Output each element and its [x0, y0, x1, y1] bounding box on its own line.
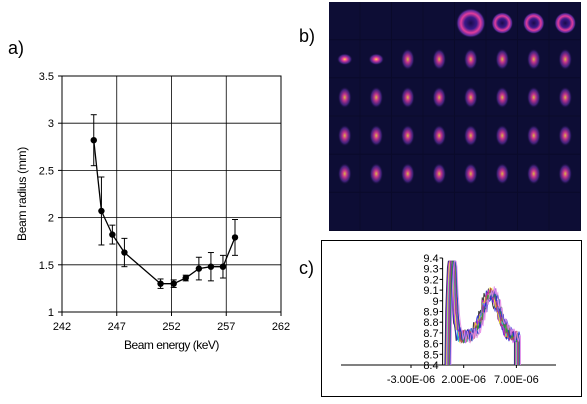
- beam-spot: [432, 124, 447, 147]
- waveform-trace: [450, 260, 521, 366]
- data-point: [231, 234, 239, 241]
- beam-spot: [495, 124, 510, 147]
- beam-spot: [400, 86, 415, 109]
- x-tick-label: 247: [108, 321, 126, 333]
- beam-spot: [522, 12, 545, 35]
- y-tick-label: 9.4: [423, 253, 438, 265]
- beam-radius-chart: 1 1.5 2 2.5 3 3.5 242 247 252 257 262 Beam energy (…: [15, 71, 290, 352]
- beam-spot: [432, 162, 447, 185]
- grid-cell: [360, 2, 391, 40]
- beam-spot: [432, 48, 447, 71]
- beam-spot: [558, 48, 573, 71]
- beam-spot: [558, 162, 573, 185]
- data-point: [195, 265, 203, 272]
- y-tick-label: 8.4: [423, 360, 438, 372]
- grid-cell: [360, 192, 391, 230]
- beam-spot: [554, 12, 577, 35]
- beam-spot: [495, 48, 510, 71]
- beam-spot: [526, 86, 541, 109]
- x-tick-label: 257: [217, 321, 235, 333]
- y-tick-label: 8.5: [423, 349, 438, 361]
- waveform-trace: [448, 260, 520, 366]
- y-tick-label: 9.1: [423, 285, 438, 297]
- y-tick-label: 8.9: [423, 307, 438, 319]
- grid-cell: [518, 192, 549, 230]
- y-tick-label: 8.8: [423, 317, 438, 329]
- grid-cell: [486, 192, 517, 230]
- data-point: [109, 231, 116, 238]
- beam-spot: [336, 53, 353, 66]
- y-tick-label: 8.7: [423, 328, 438, 340]
- beam-spot: [400, 124, 415, 147]
- grid-cell: [423, 192, 454, 230]
- beam-spot: [368, 53, 385, 66]
- grid-cell: [423, 2, 454, 40]
- panel-label-b: b): [299, 26, 316, 46]
- waveform-chart: 8.48.58.68.78.88.999.19.29.39.4 -3.00E-06…: [321, 240, 582, 397]
- beam-spot: [337, 162, 352, 185]
- data-point: [170, 280, 177, 287]
- data-point: [219, 263, 227, 270]
- data-point: [207, 263, 215, 270]
- beam-spot: [463, 124, 478, 147]
- beam-spot: [463, 162, 478, 185]
- panel-label-a: a): [8, 38, 25, 58]
- x-tick-label: 7.00E-06: [494, 374, 539, 386]
- y-tick-label: 2: [48, 213, 54, 225]
- x-tick-label: 2.00E-06: [441, 374, 486, 386]
- y-axis-label: Beam radius (mm): [15, 147, 29, 241]
- beam-spot: [400, 162, 415, 185]
- panel-label-c: c): [299, 258, 314, 278]
- grid-cell: [392, 2, 423, 40]
- x-tick-label: 252: [162, 321, 180, 333]
- beam-spot: [495, 86, 510, 109]
- y-tick-label: 2.5: [39, 165, 54, 177]
- beam-spot: [337, 86, 352, 109]
- beam-spot: [432, 86, 447, 109]
- waveform-chart-panel: 8.4 8.5 8.6 8.7 8.8 8.9 9 9.1 9.2 9.3 9.4 -3.00E-06…: [321, 240, 582, 397]
- beam-spot: [463, 48, 478, 71]
- grid-cell: [455, 192, 486, 230]
- data-point: [121, 249, 128, 256]
- beam-spot: [400, 48, 415, 71]
- data-point: [90, 136, 97, 144]
- beam-spot: [369, 124, 384, 147]
- beam-spot: [369, 86, 384, 109]
- y-tick-label: 8.6: [423, 339, 438, 351]
- x-tick-label: 262: [272, 321, 290, 333]
- x-tick-label: -3.00E-06: [387, 374, 435, 386]
- beam-spot: [337, 124, 352, 147]
- y-tick-label: 1: [48, 307, 54, 319]
- beam-spot: [455, 8, 486, 39]
- grid-cell: [329, 2, 360, 40]
- beam-spot: [558, 86, 573, 109]
- beam-spot: [526, 124, 541, 147]
- beam-spot: [495, 162, 510, 185]
- grid-cell: [329, 192, 360, 230]
- grid-cell: [392, 192, 423, 230]
- y-tick-label: 3.5: [39, 71, 54, 83]
- beam-spot: [491, 12, 514, 35]
- beam-spot-image-grid: [329, 2, 581, 231]
- data-point: [157, 280, 164, 287]
- beam-spot: [558, 124, 573, 147]
- x-axis-label: Beam energy (keV): [124, 338, 219, 352]
- y-tick-label: 3: [48, 118, 54, 130]
- y-tick-label: 9: [432, 296, 438, 308]
- beam-spot: [526, 162, 541, 185]
- data-point: [98, 207, 105, 215]
- grid-cell: [549, 192, 580, 230]
- x-tick-label: 242: [53, 321, 71, 333]
- beam-spot: [526, 48, 541, 71]
- beam-spot: [369, 162, 384, 185]
- waveform-trace: [449, 260, 521, 366]
- data-point: [182, 274, 189, 282]
- beam-spot: [463, 86, 478, 109]
- y-tick-label: 9.2: [423, 274, 438, 286]
- y-tick-label: 1.5: [39, 260, 54, 272]
- y-tick-label: 9.3: [423, 264, 438, 276]
